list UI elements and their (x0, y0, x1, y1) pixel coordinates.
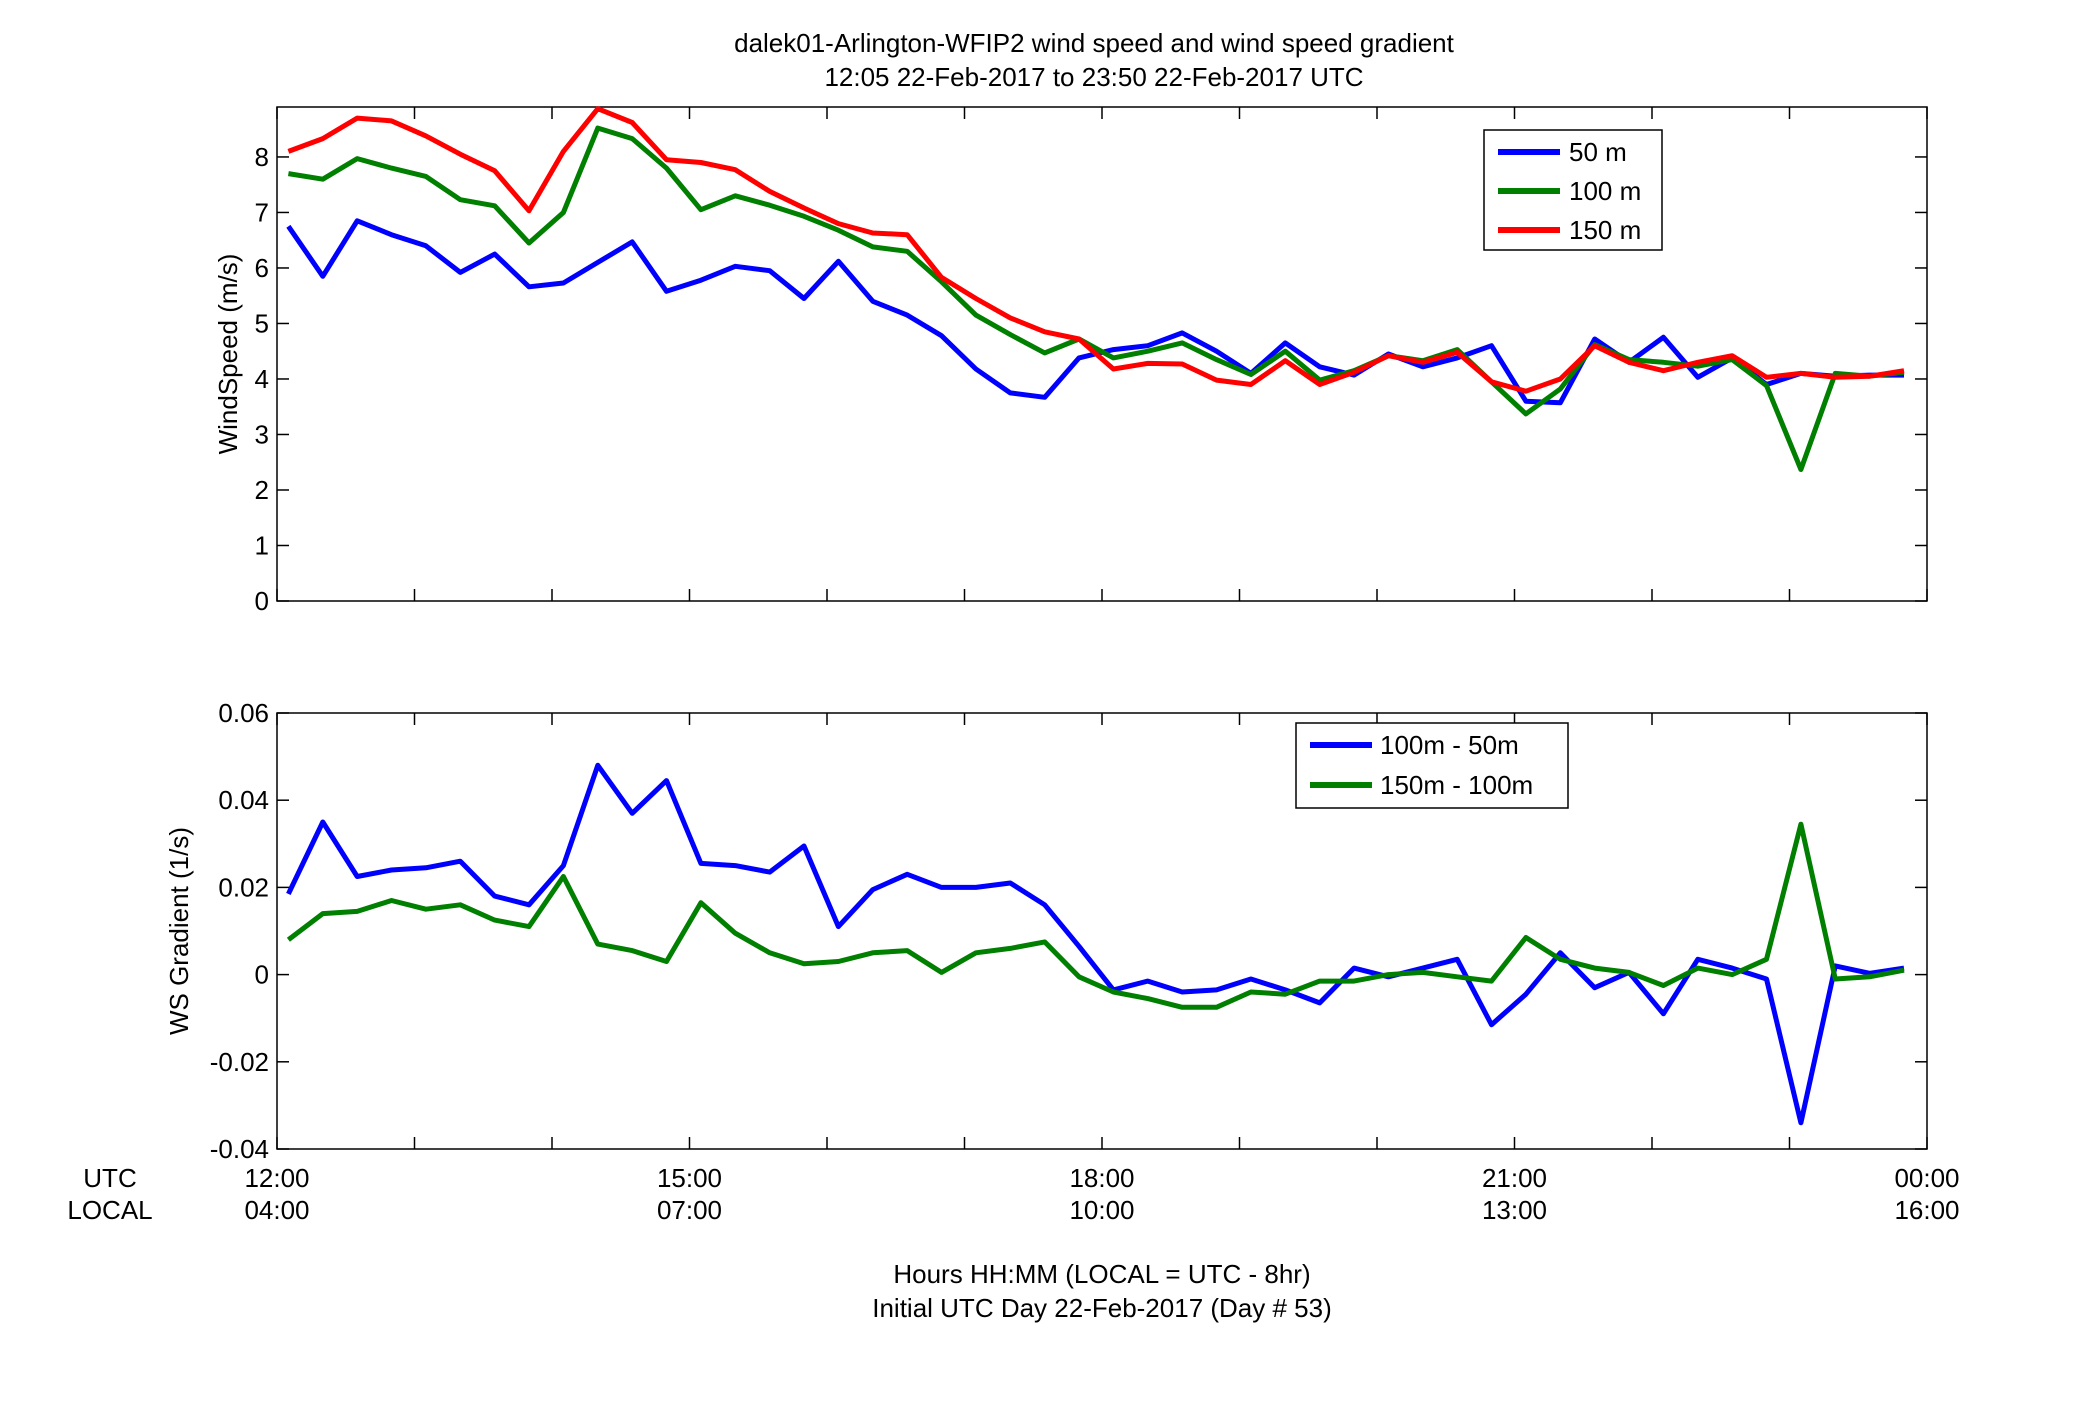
local-tick-label: 10:00 (1069, 1195, 1134, 1225)
ws-gradient-legend-box (1295, 722, 1569, 809)
wind-speed-ytick-label: 1 (255, 530, 269, 560)
wind-speed-ticks: 0 1 2 3 4 5 6 7 8 (255, 107, 1928, 616)
wind-speed-ytick-label: 7 (255, 197, 269, 227)
chart-title-line1: dalek01-Arlington-WFIP2 wind speed and w… (734, 28, 1455, 58)
utc-tick-label: 18:00 (1069, 1163, 1134, 1193)
utc-tick-label: 00:00 (1894, 1163, 1959, 1193)
wind-speed-ytick-label: 4 (255, 364, 269, 394)
wind-speed-ytick-label: 2 (255, 475, 269, 505)
wind-speed-ytick-label: 8 (255, 142, 269, 172)
x-axis-label-line2: Initial UTC Day 22-Feb-2017 (Day # 53) (872, 1293, 1332, 1323)
legend-label-50m: 50 m (1569, 137, 1627, 167)
ws-gradient-ylabel: WS Gradient (1/s) (164, 827, 194, 1035)
wind-speed-ytick-label: 3 (255, 419, 269, 449)
wind-speed-legend: 50 m 100 m 150 m (1483, 129, 1663, 251)
x-axis-label-line1: Hours HH:MM (LOCAL = UTC - 8hr) (893, 1259, 1310, 1289)
wind-speed-ylabel: WindSpeed (m/s) (213, 254, 243, 455)
legend-label-100m-50m: 100m - 50m (1380, 730, 1519, 760)
wind-speed-panel: 0 1 2 3 4 5 6 7 8 WindSpeed (m/s) 50 m 100 m 150… (213, 106, 1928, 616)
ws-gradient-series-line-0 (286, 762, 1905, 1126)
ws-gradient-ytick-label: -0.02 (210, 1047, 269, 1077)
wind-speed-series-line-1 (287, 125, 1905, 472)
legend-label-100m: 100 m (1569, 176, 1641, 206)
wind-speed-ytick-label: 0 (255, 586, 269, 616)
ws-gradient-legend: 100m - 50m 150m - 100m (1295, 722, 1569, 809)
wind-speed-lines (286, 106, 1905, 472)
ws-gradient-ytick-label: 0.04 (218, 785, 269, 815)
ws-gradient-ytick-label: 0.02 (218, 872, 269, 902)
local-tick-label: 04:00 (244, 1195, 309, 1225)
local-tick-label: 07:00 (657, 1195, 722, 1225)
legend-label-150m: 150 m (1569, 215, 1641, 245)
ws-gradient-panel: -0.04 -0.02 0 0.02 0.04 0.06 WS Gradient (1/s… (164, 698, 1928, 1164)
local-row-label: LOCAL (67, 1195, 152, 1225)
wind-speed-ytick-label: 6 (255, 253, 269, 283)
ws-gradient-ytick-label: 0 (255, 960, 269, 990)
ws-gradient-ytick-label: -0.04 (210, 1134, 269, 1164)
utc-tick-label: 15:00 (657, 1163, 722, 1193)
legend-label-150m-100m: 150m - 100m (1380, 770, 1533, 800)
chart-title-line2: 12:05 22-Feb-2017 to 23:50 22-Feb-2017 U… (824, 62, 1363, 92)
utc-tick-label: 21:00 (1482, 1163, 1547, 1193)
utc-tick-label: 12:00 (244, 1163, 309, 1193)
utc-row-label: UTC (83, 1163, 136, 1193)
wind-speed-ytick-label: 5 (255, 308, 269, 338)
ws-gradient-series-line-1 (286, 821, 1905, 1010)
ws-gradient-lines (286, 762, 1905, 1126)
ws-gradient-axes-box (276, 712, 1928, 1150)
wind-speed-series-line-2 (287, 106, 1905, 394)
local-tick-label: 16:00 (1894, 1195, 1959, 1225)
local-tick-label: 13:00 (1482, 1195, 1547, 1225)
ws-gradient-ticks: -0.04 -0.02 0 0.02 0.04 0.06 (210, 698, 1928, 1164)
ws-gradient-ytick-label: 0.06 (218, 698, 269, 728)
